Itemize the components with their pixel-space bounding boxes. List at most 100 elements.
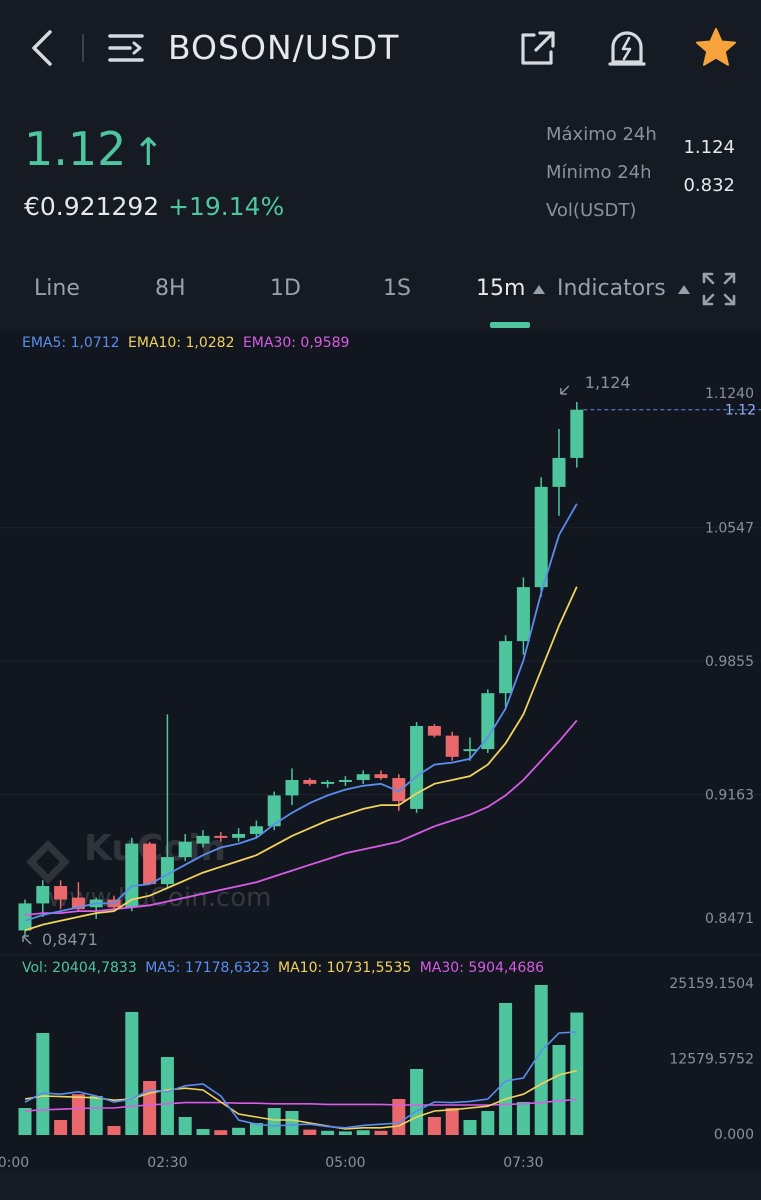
- candle-body: [125, 843, 139, 908]
- chevron-left-icon[interactable]: [28, 28, 58, 68]
- volume-tick-label: 25159.1504: [669, 976, 754, 992]
- candle-body: [196, 835, 210, 844]
- tab-15m[interactable]: 15m: [476, 276, 526, 301]
- volume-bar: [285, 1110, 299, 1135]
- volume-bar: [107, 1125, 121, 1135]
- candle-body: [374, 774, 388, 779]
- candle-body: [267, 795, 281, 827]
- tab-8h[interactable]: 8H: [155, 276, 186, 301]
- volume-bar: [125, 1011, 139, 1135]
- candle-body: [410, 725, 424, 809]
- change-24h: +19.14%: [168, 192, 285, 221]
- menu-icon[interactable]: [108, 30, 144, 66]
- time-tick-label: 02:30: [147, 1155, 187, 1171]
- vol-ma10-line: [24, 1069, 577, 1130]
- vol-ma10-legend: MA10: 10731,5535: [278, 960, 412, 976]
- volume-ma-lines: [24, 1031, 577, 1130]
- volume-bar: [71, 1094, 85, 1135]
- volume-bar: [552, 1044, 566, 1135]
- top-bar: BOSON/USDT: [0, 0, 761, 100]
- candle-body: [214, 835, 228, 838]
- volume-bar: [267, 1107, 281, 1135]
- candle-body: [534, 486, 548, 588]
- candle-body: [143, 843, 157, 885]
- fiat-price: €0.921292: [24, 192, 160, 221]
- min-arrow-icon: [22, 935, 32, 945]
- star-icon[interactable]: [694, 26, 738, 70]
- ema-legend: EMA5: 1,0712 EMA10: 1,0282 EMA30: 0,9589: [22, 335, 349, 351]
- tab-indicators[interactable]: Indicators: [557, 276, 666, 301]
- volume-bar: [410, 1068, 424, 1135]
- min-price-annotation: 0,8471: [42, 930, 98, 949]
- price-tick-label: 0.9855: [705, 654, 754, 670]
- price-up-arrow: ↑: [132, 130, 165, 174]
- max-arrow-icon: [560, 385, 570, 395]
- candle-body: [481, 693, 495, 750]
- volume-bar: [570, 1012, 584, 1135]
- price-gridlines: [0, 527, 761, 796]
- tab-1s[interactable]: 1S: [383, 276, 411, 301]
- share-icon[interactable]: [520, 30, 556, 66]
- candle-body: [392, 778, 406, 802]
- price-tick-label: 0.8471: [705, 911, 754, 927]
- volume-bar: [321, 1130, 335, 1135]
- candle-body: [338, 779, 352, 782]
- fullscreen-icon[interactable]: [702, 272, 736, 306]
- candle-body: [463, 749, 477, 752]
- volume-bar: [374, 1130, 388, 1135]
- volume-legend: Vol: 20404,7833 MA5: 17178,6323 MA10: 10…: [22, 960, 544, 976]
- price-alert-icon[interactable]: [608, 28, 646, 68]
- volume-bars: [18, 984, 584, 1135]
- candle-body: [552, 457, 566, 487]
- ema-lines: [24, 503, 578, 932]
- candle-body: [18, 903, 32, 931]
- candle-body: [303, 779, 317, 784]
- ema5-legend: EMA5: 1,0712: [22, 335, 120, 351]
- candle-body: [570, 409, 584, 458]
- time-tick-label: 05:00: [325, 1155, 365, 1171]
- volume-bar: [18, 1107, 32, 1135]
- low-24h-value: 0.832: [683, 175, 735, 196]
- volume-bar: [516, 1101, 530, 1135]
- vol-legend: Vol: 20404,7833: [22, 960, 137, 976]
- ema30-legend: EMA30: 0,9589: [242, 335, 350, 351]
- candle-body: [285, 779, 299, 796]
- candle-body: [249, 826, 263, 834]
- candle-body: [516, 587, 530, 642]
- volume-bar: [481, 1110, 495, 1135]
- candle-body: [356, 774, 370, 780]
- volume-bar: [338, 1131, 352, 1135]
- header-divider: [82, 34, 84, 62]
- ema5-line: [24, 503, 578, 922]
- volume-bar: [89, 1095, 103, 1135]
- last-price-value: 1.12: [24, 122, 127, 176]
- price-tick-label: 1.0547: [705, 521, 754, 537]
- max-price-annotation: 1,124: [585, 373, 631, 392]
- tab-1d[interactable]: 1D: [270, 276, 301, 301]
- volume-bar: [249, 1122, 263, 1135]
- volume-bar: [499, 1002, 513, 1135]
- volume-tick-label: 0.000: [714, 1127, 754, 1143]
- vol-ma30-line: [24, 1098, 577, 1112]
- price-tick-label: 0.9163: [705, 788, 754, 804]
- volume-bar: [196, 1128, 210, 1135]
- high-24h-value: 1.124: [683, 137, 735, 158]
- vol-ma5-line: [24, 1031, 577, 1129]
- volume-bar: [463, 1119, 477, 1135]
- volume-bar: [36, 1032, 50, 1135]
- candle-body: [232, 833, 246, 838]
- pair-title[interactable]: BOSON/USDT: [168, 28, 400, 67]
- tab-15m-dropdown-icon[interactable]: [533, 285, 545, 294]
- volume-bar: [534, 984, 548, 1135]
- candle-body: [178, 841, 192, 858]
- volume-bar: [143, 1080, 157, 1135]
- vol-ma5-legend: MA5: 17178,6323: [145, 960, 270, 976]
- volume-bar: [178, 1116, 192, 1135]
- high-24h-label: Máximo 24h: [546, 124, 657, 145]
- indicators-dropdown-icon[interactable]: [678, 285, 690, 294]
- tab-line[interactable]: Line: [34, 276, 80, 301]
- watermark-url: www.KuCoin.com: [48, 883, 271, 913]
- volume-bar: [303, 1129, 317, 1135]
- candle-body: [36, 886, 50, 904]
